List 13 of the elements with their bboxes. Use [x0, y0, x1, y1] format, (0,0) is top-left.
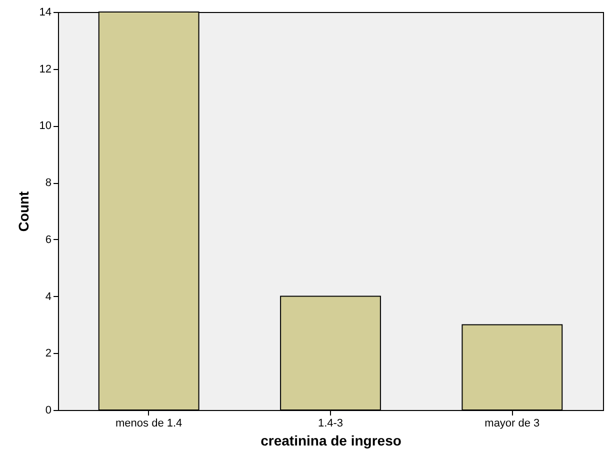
y-tick-label: 8 [45, 177, 52, 190]
y-tick-label: 0 [45, 404, 52, 416]
x-tick-label: menos de 1.4 [116, 418, 182, 430]
y-tick-label: 2 [45, 348, 52, 360]
x-axis-title: creatinina de ingreso [260, 432, 402, 448]
y-tick-label: 14 [39, 6, 52, 18]
x-tick-label: 1.4-3 [318, 418, 344, 430]
y-tick-label: 6 [45, 234, 52, 246]
y-tick-label: 4 [45, 290, 52, 303]
y-tick-label: 12 [39, 63, 52, 76]
y-axis-title: Count [15, 190, 32, 232]
y-tick-label: 10 [39, 120, 52, 132]
x-tick-label: mayor de 3 [484, 418, 540, 430]
